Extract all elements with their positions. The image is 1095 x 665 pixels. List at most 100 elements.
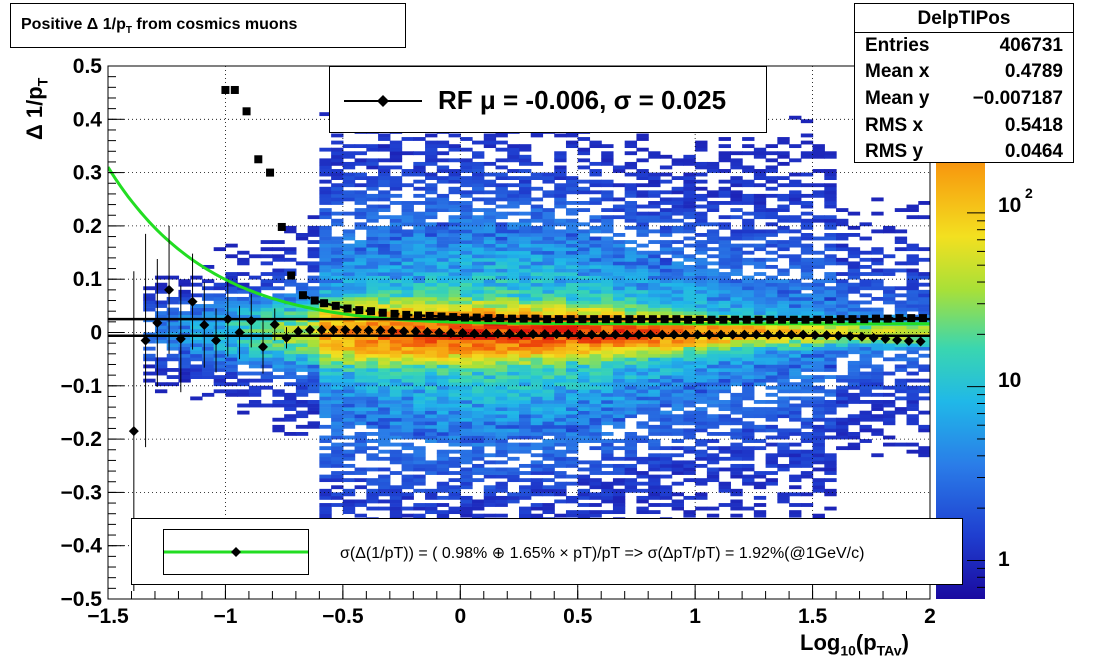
- heatmap-cell: [659, 268, 673, 273]
- heatmap-cell: [213, 300, 227, 305]
- heatmap-cell: [378, 474, 391, 479]
- heatmap-cell: [401, 282, 414, 287]
- heatmap-cell: [800, 336, 814, 340]
- heatmap-cell: [472, 161, 485, 166]
- heatmap-cell: [706, 300, 720, 305]
- heatmap-cell: [178, 325, 191, 330]
- heatmap-cell: [589, 343, 602, 348]
- heatmap-cell: [648, 495, 661, 500]
- heatmap-cell: [695, 506, 708, 511]
- heatmap-cell: [554, 471, 567, 475]
- heatmap-cell: [507, 275, 520, 280]
- heatmap-cell: [894, 304, 908, 308]
- heatmap-cell: [659, 289, 673, 294]
- heatmap-cell: [483, 346, 497, 351]
- heatmap-cell: [354, 513, 367, 518]
- heatmap-cell: [389, 350, 403, 355]
- heatmap-cell: [472, 247, 485, 252]
- heatmap-cell: [800, 346, 814, 351]
- heatmap-cell: [495, 467, 508, 472]
- heatmap-cell: [272, 268, 285, 273]
- heatmap-cell: [636, 400, 649, 404]
- heatmap-cell: [472, 218, 485, 223]
- heatmap-cell: [800, 151, 814, 156]
- heatmap-cell: [483, 385, 497, 390]
- heatmap-cell: [342, 375, 356, 379]
- heatmap-cell: [918, 385, 930, 390]
- heatmap-cell: [237, 353, 250, 358]
- heatmap-cell: [483, 364, 497, 369]
- heatmap-cell: [894, 286, 908, 291]
- heatmap-cell: [201, 279, 215, 284]
- heatmap-cell: [448, 456, 461, 461]
- heatmap-cell: [154, 371, 168, 376]
- heatmap-cell: [389, 503, 403, 507]
- heatmap-cell: [847, 272, 861, 276]
- heatmap-cell: [894, 368, 908, 372]
- heatmap-cell: [331, 272, 344, 276]
- heatmap-cell: [589, 410, 602, 415]
- heatmap-cell: [683, 172, 696, 177]
- heatmap-cell: [237, 304, 250, 308]
- heatmap-cell: [577, 339, 591, 344]
- heatmap-cell: [366, 261, 379, 266]
- heatmap-cell: [671, 201, 684, 205]
- heatmap-cell: [507, 229, 520, 234]
- heatmap-cell: [331, 353, 344, 358]
- heatmap-cell: [601, 339, 614, 344]
- heatmap-cell: [378, 300, 391, 305]
- heatmap-cell: [295, 382, 309, 387]
- heatmap-cell: [542, 407, 555, 411]
- heatmap-cell: [906, 421, 919, 426]
- heatmap-cell: [706, 513, 720, 518]
- heatmap-cell: [718, 215, 731, 220]
- heatmap-cell: [824, 424, 837, 429]
- heatmap-cell: [460, 208, 473, 212]
- heatmap-cell: [565, 414, 579, 419]
- heatmap-cell: [624, 467, 638, 472]
- heatmap-cell: [565, 350, 579, 355]
- heatmap-cell: [648, 268, 661, 273]
- heatmap-cell: [389, 218, 403, 223]
- heatmap-cell: [671, 250, 684, 255]
- heatmap-cell: [225, 350, 238, 355]
- heatmap-cell: [507, 197, 520, 202]
- stats-label: RMS x: [865, 115, 924, 136]
- heatmap-cell: [225, 282, 238, 287]
- heatmap-cell: [483, 190, 497, 195]
- heatmap-cell: [272, 307, 285, 312]
- heatmap-cell: [354, 304, 367, 308]
- heatmap-cell: [601, 421, 614, 426]
- heatmap-cell: [413, 215, 426, 220]
- sigma-point: [907, 314, 916, 323]
- heatmap-cell: [154, 289, 168, 294]
- heatmap-cell: [577, 417, 591, 422]
- heatmap-cell: [425, 243, 438, 248]
- heatmap-cell: [777, 311, 790, 316]
- heatmap-cell: [248, 304, 262, 308]
- heatmap-cell: [495, 435, 508, 440]
- heatmap-cell: [836, 378, 849, 383]
- heatmap-cell: [671, 254, 684, 259]
- heatmap-cell: [859, 371, 872, 376]
- heatmap-cell: [695, 250, 708, 255]
- heatmap-cell: [847, 346, 861, 351]
- heatmap-cell: [542, 264, 555, 269]
- heatmap-cell: [495, 293, 508, 298]
- heatmap-cell: [730, 296, 743, 301]
- heatmap-cell: [648, 346, 661, 351]
- heatmap-cell: [542, 485, 555, 490]
- heatmap-cell: [448, 385, 461, 390]
- heatmap-cell: [495, 279, 508, 284]
- heatmap-cell: [483, 382, 497, 387]
- heatmap-cell: [683, 339, 696, 344]
- heatmap-cell: [331, 485, 344, 490]
- heatmap-cell: [436, 353, 450, 358]
- heatmap-cell: [554, 233, 567, 237]
- heatmap-cell: [589, 172, 602, 177]
- heatmap-cell: [307, 357, 320, 362]
- heatmap-cell: [554, 190, 567, 195]
- heatmap-cell: [378, 282, 391, 287]
- heatmap-cell: [331, 169, 344, 173]
- heatmap-cell: [542, 275, 555, 280]
